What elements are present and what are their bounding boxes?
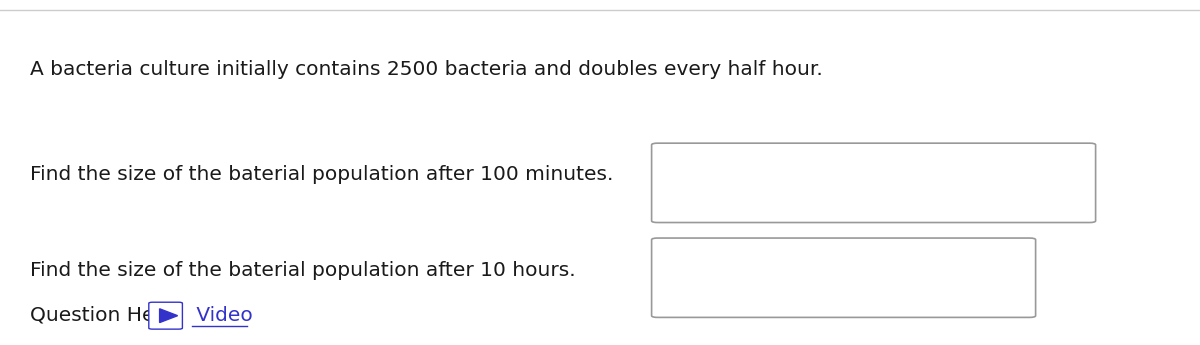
Text: Question Help:: Question Help:	[30, 306, 180, 325]
FancyBboxPatch shape	[652, 238, 1036, 317]
Text: Find the size of the baterial population after 10 hours.: Find the size of the baterial population…	[30, 261, 576, 280]
FancyBboxPatch shape	[652, 143, 1096, 223]
Text: A bacteria culture initially contains 2500 bacteria and doubles every half hour.: A bacteria culture initially contains 25…	[30, 59, 823, 79]
Polygon shape	[160, 309, 178, 323]
FancyBboxPatch shape	[149, 302, 182, 329]
Text: Video: Video	[190, 306, 252, 325]
Text: Find the size of the baterial population after 100 minutes.: Find the size of the baterial population…	[30, 165, 613, 184]
